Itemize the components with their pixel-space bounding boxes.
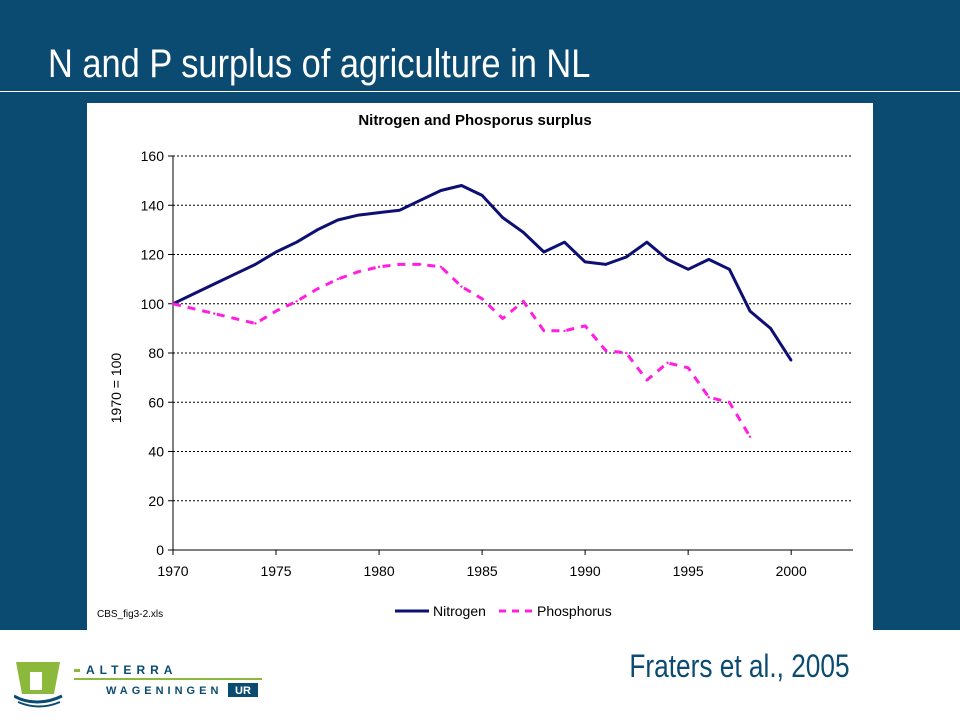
data-point-phosphorus xyxy=(233,317,237,320)
line-chart: Nitrogen and Phosporus surplus 0 20 40 60 80… xyxy=(97,112,853,620)
legend-label-phosphorus: Phosphorus xyxy=(537,603,612,619)
data-point-nitrogen xyxy=(398,208,401,212)
data-point-phosphorus xyxy=(686,366,690,369)
data-point-nitrogen xyxy=(480,194,484,197)
y-tick-label: 80 xyxy=(148,345,164,361)
data-point-phosphorus xyxy=(604,349,607,352)
data-point-phosphorus xyxy=(336,277,340,281)
data-point-nitrogen xyxy=(357,213,360,217)
data-point-nitrogen xyxy=(377,211,381,214)
slide-title: N and P surplus of agriculture in NL xyxy=(48,42,591,86)
data-point-phosphorus xyxy=(542,329,546,333)
y-tick-label: 160 xyxy=(141,148,165,164)
y-tick-label: 120 xyxy=(141,247,165,263)
y-tick-label: 40 xyxy=(148,444,164,460)
data-point-nitrogen xyxy=(316,228,319,232)
data-point-phosphorus xyxy=(254,322,257,325)
data-point-phosphorus xyxy=(748,435,752,438)
y-tick-label: 140 xyxy=(141,197,165,213)
data-point-phosphorus xyxy=(357,270,360,273)
data-point-nitrogen xyxy=(666,258,669,261)
y-tick-label: 100 xyxy=(141,296,165,312)
data-point-nitrogen xyxy=(748,309,752,313)
data-point-phosphorus xyxy=(419,263,422,266)
data-point-phosphorus xyxy=(707,396,710,399)
data-point-nitrogen xyxy=(439,189,443,192)
data-point-phosphorus xyxy=(295,300,298,303)
x-tick-label: 1975 xyxy=(260,563,291,579)
data-point-nitrogen xyxy=(789,359,793,362)
chart-gridlines xyxy=(173,155,853,502)
data-point-phosphorus xyxy=(480,297,484,301)
chart-legend: Nitrogen Phosphorus xyxy=(395,603,612,619)
data-point-nitrogen xyxy=(563,240,566,244)
y-tick-label: 0 xyxy=(156,542,164,558)
data-point-nitrogen xyxy=(645,240,649,244)
data-point-phosphorus xyxy=(460,285,463,288)
data-point-phosphorus xyxy=(377,265,381,269)
logo-text-wageningen: WAGENINGEN xyxy=(106,685,222,697)
y-axis-ticks: 0 20 40 60 80 100 120 140 160 xyxy=(141,148,173,558)
data-point-phosphorus xyxy=(666,361,669,365)
y-tick-label: 20 xyxy=(148,493,164,509)
data-point-nitrogen xyxy=(625,255,628,259)
data-point-phosphorus xyxy=(645,378,649,382)
data-point-nitrogen xyxy=(274,250,278,254)
data-point-nitrogen xyxy=(686,268,690,271)
data-point-nitrogen xyxy=(192,292,195,296)
alterra-wageningen-logo: ALTERRA WAGENINGEN UR xyxy=(14,662,262,708)
data-point-phosphorus xyxy=(316,287,319,291)
data-point-phosphorus xyxy=(583,324,587,328)
x-tick-label: 1980 xyxy=(363,563,394,579)
data-point-phosphorus xyxy=(522,300,525,303)
y-axis-label: 1970 = 100 xyxy=(108,353,124,424)
x-tick-label: 1995 xyxy=(673,563,704,579)
data-point-phosphorus xyxy=(213,312,216,315)
data-point-nitrogen xyxy=(728,268,731,271)
data-point-nitrogen xyxy=(419,199,422,202)
data-point-nitrogen xyxy=(460,184,463,187)
logo-text-ur: UR xyxy=(235,685,251,697)
x-tick-label: 1985 xyxy=(467,563,498,579)
chart-series xyxy=(171,184,793,438)
data-point-nitrogen xyxy=(295,240,298,244)
x-tick-label: 1990 xyxy=(570,563,601,579)
x-axis-ticks: 1970 1975 1980 1985 1990 1995 2000 xyxy=(157,550,807,579)
data-point-nitrogen xyxy=(233,273,237,276)
series-line-phosphorus xyxy=(172,262,752,438)
data-point-phosphorus xyxy=(625,351,628,355)
data-point-nitrogen xyxy=(254,263,257,266)
x-tick-label: 1970 xyxy=(157,563,188,579)
data-point-phosphorus xyxy=(274,309,278,313)
data-point-phosphorus xyxy=(192,307,195,310)
data-point-nitrogen xyxy=(707,258,710,261)
chart-panel: Nitrogen and Phosporus surplus 0 20 40 60 80… xyxy=(87,103,873,630)
data-point-phosphorus xyxy=(563,329,566,333)
data-point-nitrogen xyxy=(542,250,546,254)
data-point-phosphorus xyxy=(501,317,504,320)
data-point-nitrogen xyxy=(583,260,587,264)
title-divider xyxy=(0,91,960,92)
data-point-phosphorus xyxy=(398,263,401,266)
data-point-nitrogen xyxy=(522,231,525,234)
data-point-nitrogen xyxy=(769,327,772,330)
chart-source-note: CBS_fig3-2.xls xyxy=(97,609,163,620)
citation-text: Fraters et al., 2005 xyxy=(629,648,850,684)
data-point-nitrogen xyxy=(213,282,216,286)
data-point-phosphorus xyxy=(728,401,731,404)
data-point-phosphorus xyxy=(171,302,175,305)
y-tick-label: 60 xyxy=(148,394,164,410)
chart-title: Nitrogen and Phosporus surplus xyxy=(358,112,591,129)
legend-label-nitrogen: Nitrogen xyxy=(433,603,486,619)
x-tick-label: 2000 xyxy=(776,563,807,579)
data-point-nitrogen xyxy=(604,263,607,266)
data-point-nitrogen xyxy=(501,216,504,219)
logo-text-alterra: ALTERRA xyxy=(86,663,177,677)
series-line-nitrogen xyxy=(172,184,793,362)
data-point-nitrogen xyxy=(336,218,340,222)
data-point-phosphorus xyxy=(439,265,443,269)
